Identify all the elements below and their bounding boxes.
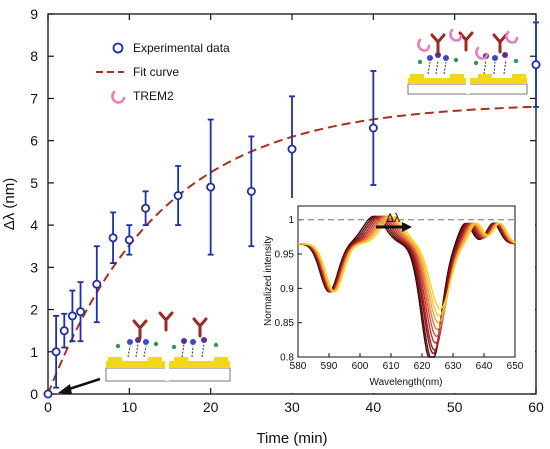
y-tick-label: 3: [30, 259, 38, 275]
data-point-marker: [76, 307, 86, 317]
data-point-marker: [59, 326, 69, 336]
inset-x-axis-label: Wavelength(nm): [370, 377, 443, 388]
y-tick-label: 1: [30, 344, 38, 360]
y-tick-label: 7: [30, 90, 38, 106]
inset-shift-arrow-icon: [376, 222, 412, 232]
inset-y-axis-label: Normalized intensity: [263, 236, 274, 326]
data-point: [92, 245, 102, 324]
inset-x-tick-label: 590: [321, 361, 338, 372]
pointer-arrow-icon: [58, 377, 101, 394]
data-point: [173, 165, 183, 227]
data-point: [531, 21, 541, 108]
data-point-marker: [287, 144, 297, 154]
y-tick-label: 0: [30, 386, 38, 402]
data-point: [76, 281, 86, 343]
x-tick-label: 40: [366, 399, 382, 415]
y-tick-label: 4: [30, 217, 38, 233]
data-point-marker: [246, 186, 256, 196]
inset-y-tick-label: 0.9: [280, 284, 294, 295]
data-point: [368, 70, 378, 186]
data-point-marker: [368, 123, 378, 133]
data-point-marker: [206, 182, 216, 192]
x-tick-label: 0: [44, 399, 52, 415]
data-point: [51, 314, 61, 389]
data-point-marker: [124, 235, 134, 245]
data-point-marker: [108, 233, 118, 243]
data-point: [141, 190, 151, 227]
data-point: [206, 118, 216, 256]
inset-x-tick-label: 630: [445, 361, 462, 372]
data-point-marker: [51, 347, 61, 357]
data-point: [287, 95, 297, 203]
data-point-marker: [531, 60, 541, 70]
inset-y-tick-label: 1: [288, 215, 294, 226]
y-axis-label: Δλ (nm): [1, 178, 18, 231]
x-tick-label: 60: [528, 399, 544, 415]
inset-x-tick-label: 640: [476, 361, 493, 372]
inset-axis-ticks: 580 590 600 610 620 630 640 650 0.8 0.85 0.9 0.95 1: [275, 215, 524, 372]
legend-label-fit: Fit curve: [133, 65, 179, 79]
data-point: [59, 312, 69, 349]
legend-marker-trem2-icon: [111, 90, 126, 104]
inset-x-tick-label: 650: [507, 361, 524, 372]
inset-x-tick-label: 580: [290, 361, 307, 372]
inset-plot-area: [297, 205, 516, 358]
y-tick-label: 5: [30, 175, 38, 191]
data-point-marker: [67, 311, 77, 321]
legend: Experimental data Fit curve TREM2: [96, 41, 230, 104]
data-point-marker: [141, 203, 151, 213]
y-tick-label: 2: [30, 302, 38, 318]
inset-y-tick-label: 0.8: [280, 353, 294, 364]
data-point: [108, 211, 118, 265]
inset-x-tick-label: 610: [383, 361, 400, 372]
x-tick-label: 30: [284, 399, 300, 415]
legend-marker-data: [112, 42, 124, 54]
data-point: [124, 224, 134, 256]
data-point: [246, 135, 256, 248]
x-tick-label: 20: [203, 399, 219, 415]
inset-spectrum-line: [297, 215, 516, 310]
inset-spectra-layer: [297, 215, 516, 358]
data-point: [43, 389, 53, 399]
data-point-marker: [173, 191, 183, 201]
data-point-marker: [43, 389, 53, 399]
y-tick-label: 8: [30, 48, 38, 64]
inset-y-tick-label: 0.95: [275, 250, 295, 261]
y-tick-label: 6: [30, 133, 38, 149]
inset-shift-annotation: Δλ: [386, 211, 400, 225]
inset-x-tick-label: 600: [352, 361, 369, 372]
inset-x-tick-label: 620: [414, 361, 431, 372]
sensor-schematic-initial-icon: [105, 311, 231, 382]
inset-y-tick-label: 0.85: [275, 318, 295, 329]
data-point-marker: [92, 279, 102, 289]
legend-label-trem2: TREM2: [133, 89, 174, 103]
data-point: [67, 289, 77, 343]
data-points-layer: [43, 21, 541, 399]
y-tick-label: 9: [30, 6, 38, 22]
x-tick-label: 10: [122, 399, 138, 415]
legend-label-data: Experimental data: [133, 41, 230, 55]
x-axis-label: Time (min): [256, 430, 327, 447]
x-tick-label: 50: [447, 399, 463, 415]
sensor-schematic-saturated-icon: [407, 28, 528, 95]
